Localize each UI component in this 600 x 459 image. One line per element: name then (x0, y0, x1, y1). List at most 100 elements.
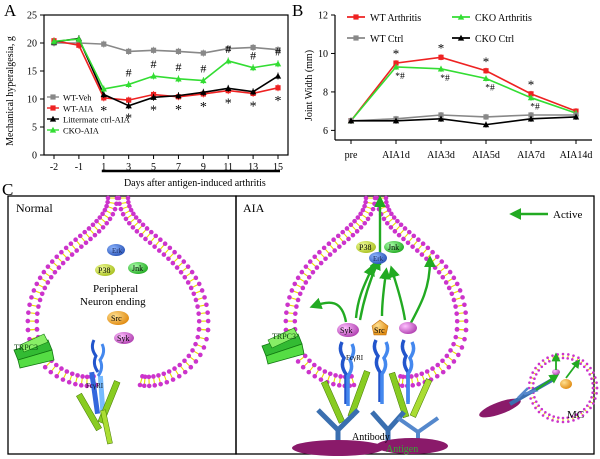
chart-a-point (275, 47, 281, 53)
lipid-head (189, 269, 195, 275)
lipid-head (537, 410, 541, 414)
lipid-head (544, 362, 547, 366)
chart-b-series-line (350, 66, 577, 122)
lipid-head (451, 297, 457, 303)
normal-contents: Erk P38 Jnk Peripheral Neuron ending Src… (13, 244, 148, 445)
lipid-head (410, 383, 416, 388)
chart-a-legend-label: WT-Veh (63, 92, 92, 102)
lipid-head (105, 195, 111, 201)
chart-a-xtick-label: 13 (248, 162, 258, 173)
chart-a-point (200, 77, 207, 84)
aia-p38-blob (356, 241, 376, 253)
chart-b-legend-label: CKO Ctrl (475, 34, 514, 45)
lipid-head (182, 369, 188, 375)
lipid-head (307, 358, 312, 364)
chart-b-point (572, 113, 580, 120)
lipid-head (594, 397, 597, 400)
lipid-head (300, 364, 306, 370)
lipid-tail (145, 232, 151, 239)
lipid-tail (137, 225, 143, 231)
chart-a-point (249, 88, 257, 95)
lipid-head (541, 359, 545, 362)
lipid-head (561, 352, 565, 356)
lipid-head (312, 254, 318, 260)
lipid-head (188, 285, 194, 291)
lipid-head (341, 240, 347, 246)
chart-a-point (249, 64, 257, 71)
lipid-tail (194, 290, 202, 294)
lipid-tail (32, 297, 39, 301)
lipid-head (557, 416, 560, 419)
lipid-head (350, 232, 356, 238)
lipid-head (446, 285, 452, 291)
lipid-tail (51, 365, 56, 372)
chart-a-ylabel: Mechanical hyperalgesia, g (5, 36, 16, 146)
lipid-tail (443, 272, 450, 277)
chart-a-xtick-label: 1 (101, 162, 106, 173)
lipid-tail (401, 378, 404, 385)
lipid-tail (310, 262, 317, 268)
chart-b-starhash-mark: *# (485, 83, 495, 93)
lipid-head (151, 374, 156, 379)
chart-a-legend-label: WT-AIA (63, 103, 94, 113)
lipid-head (306, 369, 312, 375)
lipid-head (453, 304, 458, 309)
chart-b-legend-marker (457, 13, 465, 20)
chart-a-legend-marker (50, 105, 56, 111)
lipid-head (552, 415, 556, 418)
chart-a-legend-label: CKO-AIA (63, 125, 100, 135)
aia-jnk-label: Jnk (388, 243, 399, 252)
lipid-tail (366, 201, 374, 205)
antibody-label: Antibody (352, 432, 390, 443)
lipid-tail (455, 297, 462, 301)
lipid-head (591, 402, 595, 405)
mast-cell (479, 352, 581, 418)
chart-a-hash-mark: # (151, 57, 157, 71)
lipid-tail (438, 365, 443, 372)
lipid-head (323, 256, 328, 262)
panel-b-letter: B (292, 1, 303, 20)
lipid-head (529, 376, 532, 379)
lipid-head (540, 407, 544, 411)
lipid-head (416, 237, 421, 243)
chart-a-xtick-label: -1 (75, 162, 83, 173)
aia-receptor-label: FcγRI (346, 354, 364, 362)
lipid-head (63, 245, 69, 251)
aia-trpc3-icon (261, 327, 305, 365)
chart-a-ytick-label: 15 (27, 67, 37, 78)
lipid-tail (75, 376, 78, 383)
lipid-head (385, 203, 390, 209)
lipid-head (326, 241, 332, 247)
chart-a-point (100, 85, 107, 92)
lipid-head (64, 369, 70, 374)
lipid-head (579, 362, 582, 366)
lipid-head (337, 244, 342, 249)
lipid-head (303, 264, 309, 269)
lipid-head (551, 354, 554, 357)
lipid-head (581, 359, 585, 362)
lipid-head (595, 381, 598, 384)
lipid-head (196, 326, 202, 332)
lipid-head (118, 206, 124, 212)
lipid-head (185, 280, 191, 285)
lipid-head (196, 311, 201, 316)
normal-receptor-icon (76, 339, 121, 445)
chart-b-star-mark: * (528, 77, 535, 92)
lipid-head (126, 220, 132, 226)
lipid-tail (66, 248, 72, 254)
lipid-head (181, 259, 187, 264)
aia-erk-label: Erk (373, 255, 384, 263)
lipid-tail (193, 350, 200, 355)
lipid-head (100, 225, 106, 230)
antigen-label: Antigen (386, 444, 418, 455)
lipid-tail (40, 278, 47, 283)
lipid-head (314, 265, 320, 270)
lipid-head (193, 341, 198, 347)
lipid-tail (295, 284, 302, 288)
lipid-tail (451, 350, 458, 355)
lipid-head (29, 295, 34, 300)
lipid-head (34, 318, 40, 324)
normal-p38-label: P38 (98, 266, 110, 275)
lipid-tail (302, 272, 309, 277)
lipid-tail (452, 290, 460, 294)
